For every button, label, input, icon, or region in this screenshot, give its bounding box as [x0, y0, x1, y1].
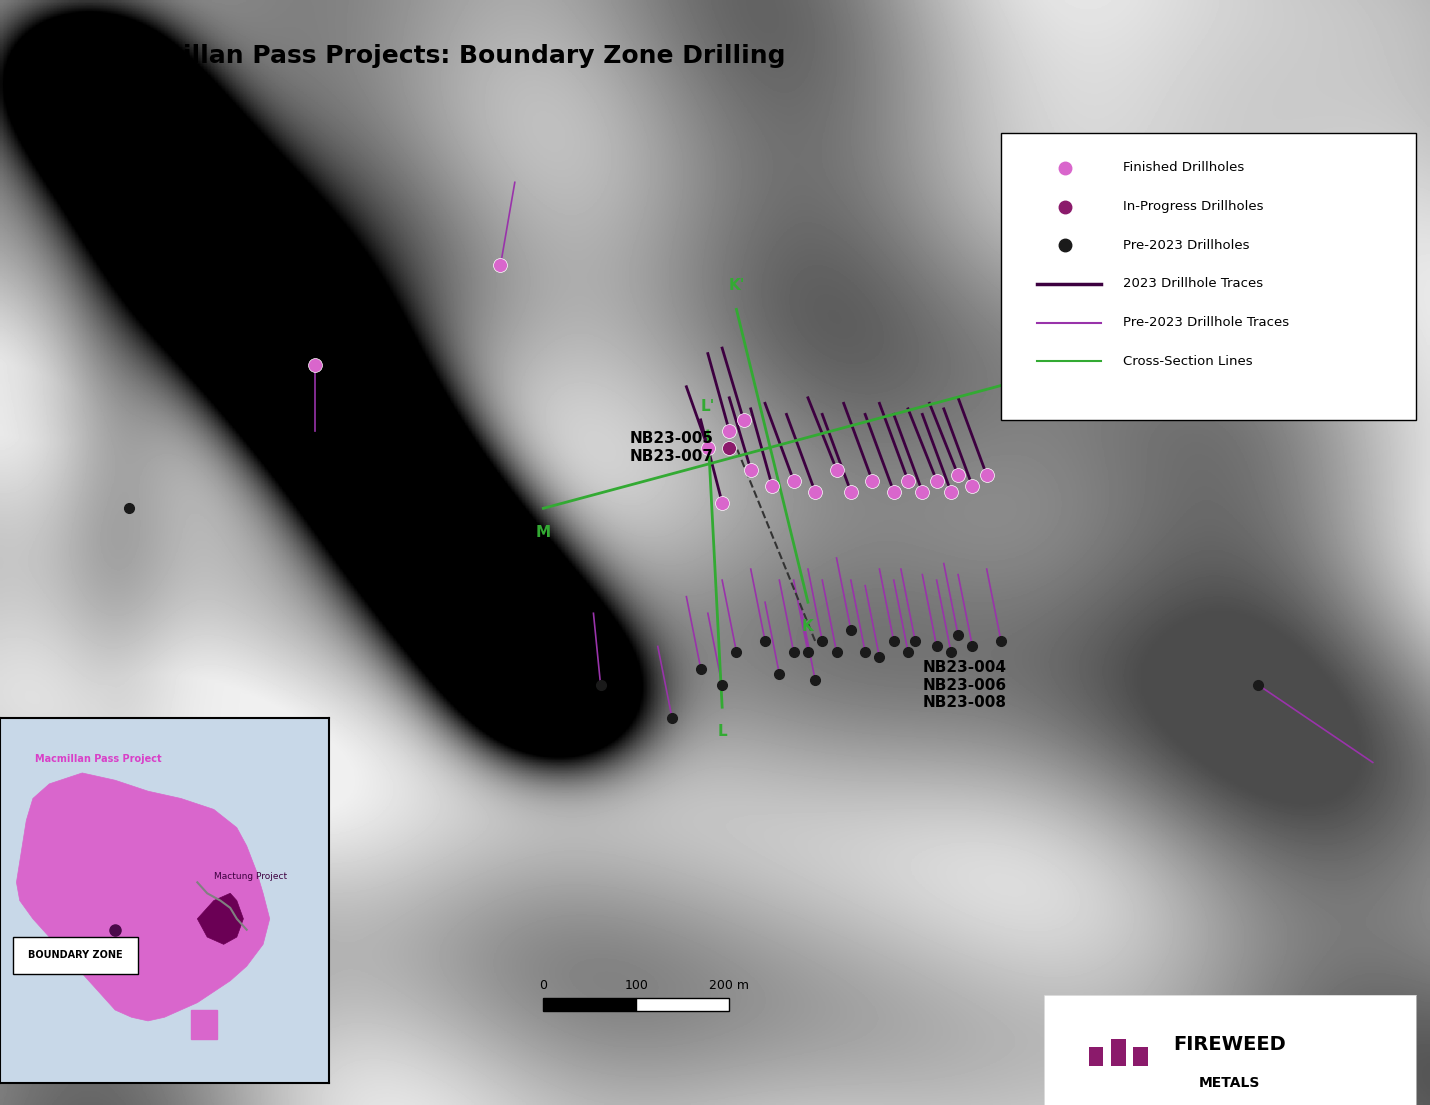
- Text: 200 m: 200 m: [709, 979, 749, 992]
- Text: NB23-005
NB23-007: NB23-005 NB23-007: [629, 431, 714, 464]
- Text: L: L: [718, 724, 726, 739]
- Bar: [1111, 1039, 1125, 1066]
- Text: Pre-2023 Drillhole Traces: Pre-2023 Drillhole Traces: [1123, 316, 1288, 329]
- FancyBboxPatch shape: [1001, 133, 1416, 420]
- Text: L': L': [701, 399, 715, 414]
- Bar: [13, 937, 139, 974]
- Bar: [190, 1010, 217, 1039]
- Bar: [543, 998, 636, 1011]
- Text: K: K: [802, 619, 814, 634]
- Text: 100: 100: [625, 979, 648, 992]
- Text: In-Progress Drillholes: In-Progress Drillholes: [1123, 200, 1263, 213]
- Text: Pre-2023 Drillholes: Pre-2023 Drillholes: [1123, 239, 1248, 252]
- Text: METALS: METALS: [1200, 1076, 1260, 1090]
- Text: Cross-Section Lines: Cross-Section Lines: [1123, 355, 1253, 368]
- Text: Mactung Project: Mactung Project: [214, 872, 287, 881]
- Text: M': M': [1048, 338, 1068, 354]
- Bar: [1088, 1048, 1104, 1066]
- Text: N: N: [63, 48, 80, 66]
- Text: 2023 Drillhole Traces: 2023 Drillhole Traces: [1123, 277, 1263, 291]
- Text: M: M: [536, 525, 551, 540]
- Bar: [636, 998, 729, 1011]
- Text: Macmillan Pass Projects: Boundary Zone Drilling: Macmillan Pass Projects: Boundary Zone D…: [100, 44, 785, 69]
- Text: 0: 0: [539, 979, 548, 992]
- Text: NB23-004
NB23-006
NB23-008: NB23-004 NB23-006 NB23-008: [922, 660, 1007, 711]
- Text: FIREWEED: FIREWEED: [1174, 1034, 1286, 1054]
- Text: BOUNDARY ZONE: BOUNDARY ZONE: [29, 950, 123, 960]
- Polygon shape: [17, 774, 270, 1021]
- Text: N: N: [72, 38, 86, 55]
- Polygon shape: [61, 66, 96, 116]
- Polygon shape: [197, 893, 243, 945]
- Bar: [1133, 1048, 1148, 1066]
- Text: K': K': [728, 277, 745, 293]
- Text: Finished Drillholes: Finished Drillholes: [1123, 161, 1244, 175]
- Text: Macmillan Pass Project: Macmillan Pass Project: [36, 754, 162, 764]
